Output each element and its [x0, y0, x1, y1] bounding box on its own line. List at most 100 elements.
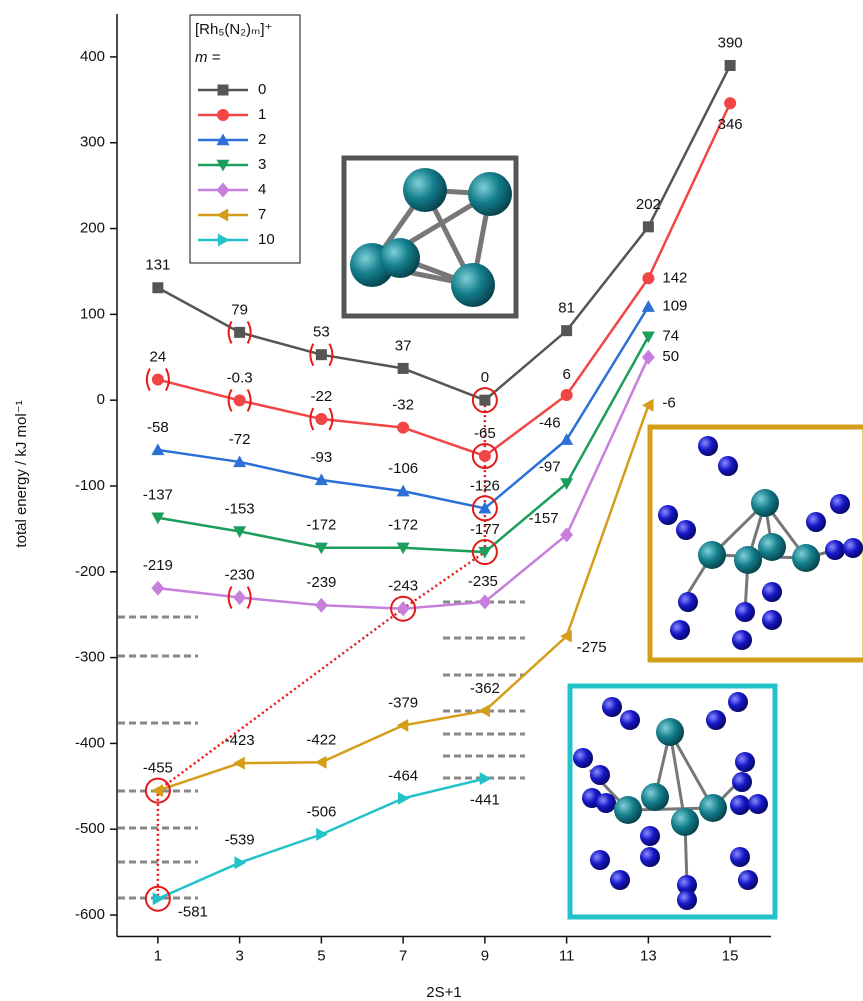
legend-label: 10 — [258, 231, 275, 248]
data-label: -0.3 — [227, 369, 253, 386]
data-label: -65 — [474, 425, 496, 442]
x-tick-label: 1 — [154, 947, 162, 964]
data-label: 53 — [313, 324, 330, 341]
marker — [479, 450, 491, 462]
data-label: 74 — [662, 328, 679, 345]
legend-label: 3 — [258, 156, 266, 173]
marker — [480, 772, 492, 785]
marker — [151, 581, 164, 596]
x-tick-label: 3 — [235, 947, 243, 964]
x-tick-label: 5 — [317, 947, 325, 964]
marker — [398, 792, 410, 805]
data-label: -455 — [143, 760, 173, 777]
marker — [643, 221, 654, 232]
y-tick-label: 200 — [80, 220, 105, 237]
marker — [397, 719, 409, 732]
y-tick-label: 0 — [97, 391, 105, 408]
marker — [398, 363, 409, 374]
data-label: -126 — [470, 477, 500, 494]
marker — [561, 325, 572, 336]
data-label: -153 — [225, 500, 255, 517]
y-tick-label: 100 — [80, 305, 105, 322]
y-tick-label: -300 — [75, 649, 105, 666]
energy-levels — [118, 602, 525, 898]
data-label: 346 — [718, 116, 743, 133]
data-label: -97 — [539, 458, 561, 475]
data-label: -172 — [388, 517, 418, 534]
marker — [397, 601, 410, 616]
y-tick-label: -500 — [75, 820, 105, 837]
marker — [316, 828, 328, 841]
data-label: -106 — [388, 460, 418, 477]
y-tick-label: -200 — [75, 563, 105, 580]
data-label: -275 — [577, 639, 607, 656]
data-label: -22 — [311, 388, 333, 405]
marker — [642, 331, 655, 343]
marker — [152, 282, 163, 293]
legend-label: 7 — [258, 206, 266, 223]
data-label: -464 — [388, 767, 418, 784]
series-line — [158, 779, 485, 899]
marker — [724, 97, 736, 109]
legend-marker — [218, 85, 229, 96]
marker — [560, 433, 573, 445]
marker — [642, 272, 654, 284]
y-tick-label: -400 — [75, 734, 105, 751]
legend-label: 2 — [258, 131, 266, 148]
data-label: -58 — [147, 419, 169, 436]
data-label: -230 — [225, 567, 255, 584]
x-tick-label: 7 — [399, 947, 407, 964]
data-label: -137 — [143, 487, 173, 504]
data-label: -581 — [178, 904, 208, 921]
data-label: 131 — [145, 257, 170, 274]
data-label: 390 — [718, 34, 743, 51]
data-label: -243 — [388, 578, 418, 595]
y-tick-label: 400 — [80, 48, 105, 65]
legend-label: 0 — [258, 81, 266, 98]
data-label: -6 — [662, 394, 675, 411]
molecule-rh5 — [344, 158, 516, 316]
data-label: 142 — [662, 269, 687, 286]
marker — [315, 413, 327, 425]
marker — [151, 443, 164, 455]
x-tick-label: 9 — [481, 947, 489, 964]
data-label: -93 — [311, 449, 333, 466]
y-tick-label: -600 — [75, 906, 105, 923]
data-label: -441 — [470, 792, 500, 809]
marker — [479, 395, 490, 406]
x-tick-label: 13 — [640, 947, 657, 964]
data-label: -157 — [529, 510, 559, 527]
data-label: -72 — [229, 431, 251, 448]
marker — [315, 756, 327, 769]
data-label: 79 — [231, 301, 248, 318]
data-label: -362 — [470, 680, 500, 697]
data-label: -235 — [468, 573, 498, 590]
data-label: 109 — [662, 298, 687, 315]
data-label: -177 — [470, 521, 500, 538]
marker — [725, 60, 736, 71]
data-label: -422 — [306, 731, 336, 748]
y-tick-label: -100 — [75, 477, 105, 494]
data-label: 37 — [395, 337, 412, 354]
marker — [233, 590, 246, 605]
data-label: -423 — [225, 732, 255, 749]
data-label: 24 — [150, 349, 167, 366]
y-axis-label: total energy / kJ mol⁻¹ — [13, 400, 30, 547]
data-label: 0 — [481, 369, 489, 386]
data-label: 202 — [636, 196, 661, 213]
data-label: -239 — [306, 574, 336, 591]
data-label: -539 — [225, 832, 255, 849]
data-label: -379 — [388, 694, 418, 711]
marker — [478, 704, 490, 717]
chart: [Rh₅(N₂)ₘ]⁺ m = 2S+1 total energy / kJ m… — [0, 0, 863, 1001]
marker — [234, 394, 246, 406]
x-axis-label: 2S+1 — [426, 984, 461, 1001]
data-label: 50 — [662, 348, 679, 365]
data-label: -172 — [306, 517, 336, 534]
marker — [642, 300, 655, 312]
marker — [642, 350, 655, 365]
marker — [233, 757, 245, 770]
marker — [315, 598, 328, 613]
marker — [316, 349, 327, 360]
data-label: -219 — [143, 557, 173, 574]
